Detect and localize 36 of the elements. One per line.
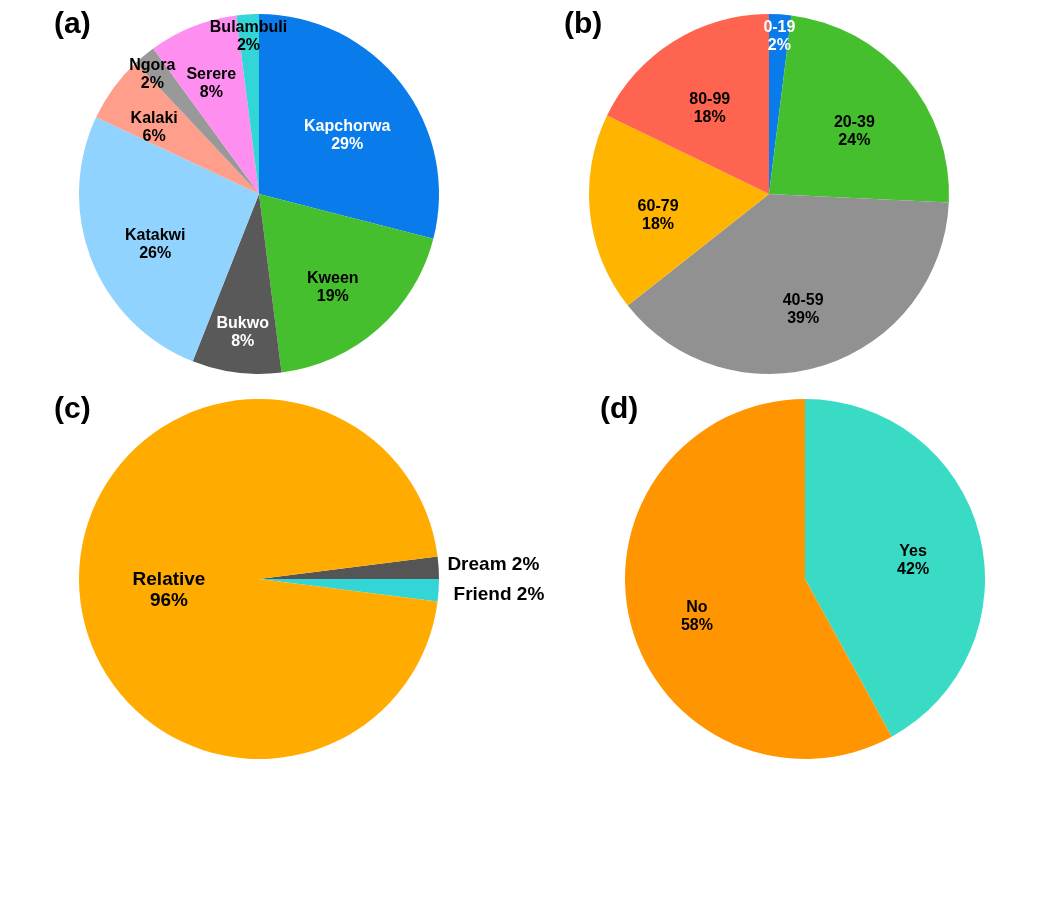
pie-slice <box>627 194 949 374</box>
chart-title: (d) <box>600 391 639 424</box>
data-label: 18% <box>642 215 675 233</box>
slice-label: No <box>686 597 708 615</box>
slice-label: Katakwi <box>125 226 186 244</box>
chart-title: (c) <box>54 391 91 424</box>
data-label: 58% <box>680 615 713 633</box>
slice-label: 20-39 <box>833 113 875 131</box>
slice-label: 60-79 <box>637 197 679 215</box>
slice-label: Kalaki <box>130 108 178 126</box>
data-label: 2% <box>140 74 164 92</box>
slice-label: Serere <box>186 64 237 82</box>
chart-title: (b) <box>564 6 603 39</box>
data-label: 19% <box>316 286 349 304</box>
data-label: 29% <box>331 134 364 152</box>
data-label: 39% <box>787 309 820 327</box>
slice-label: Friend 2% <box>453 583 545 605</box>
slice-label: Bukwo <box>216 313 270 331</box>
pie-slice <box>192 194 282 374</box>
data-label: 8% <box>199 82 223 100</box>
chart-title: (a) <box>54 6 91 39</box>
slice-label: Kapchorwa <box>304 116 391 134</box>
data-label: 26% <box>139 244 172 262</box>
data-label: 24% <box>838 131 871 149</box>
data-label: 96% <box>149 589 189 610</box>
pie-slice <box>805 399 985 737</box>
data-label: 8% <box>231 331 255 349</box>
slice-label: Relative <box>132 568 206 589</box>
slice-label: Dream 2% <box>447 553 540 575</box>
slice-label: Yes <box>899 542 927 560</box>
slice-label: 80-99 <box>689 90 731 108</box>
slice-label: Kween <box>307 268 359 286</box>
slice-label: 40-59 <box>782 291 824 309</box>
data-label: 42% <box>897 560 930 578</box>
data-label: 6% <box>142 126 166 144</box>
data-label: 18% <box>693 108 726 126</box>
